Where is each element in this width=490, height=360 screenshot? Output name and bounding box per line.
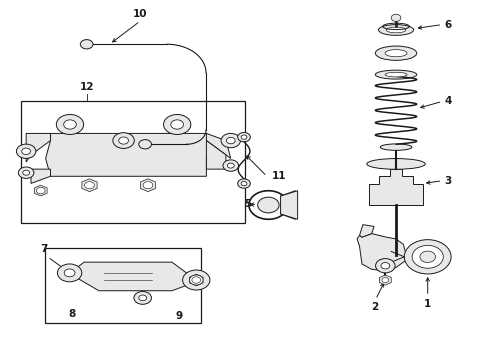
Circle shape	[56, 114, 84, 135]
Circle shape	[241, 181, 247, 186]
Circle shape	[238, 179, 250, 188]
Circle shape	[171, 120, 184, 129]
Circle shape	[238, 132, 250, 142]
Circle shape	[80, 40, 93, 49]
Polygon shape	[82, 179, 97, 192]
Text: 10: 10	[133, 9, 147, 18]
Circle shape	[183, 270, 210, 290]
Circle shape	[404, 240, 451, 274]
Circle shape	[57, 264, 82, 282]
Text: 2: 2	[371, 302, 378, 312]
Ellipse shape	[375, 70, 417, 79]
Polygon shape	[26, 134, 50, 162]
Text: 12: 12	[79, 82, 94, 93]
Circle shape	[16, 144, 36, 158]
Circle shape	[139, 295, 147, 301]
Polygon shape	[74, 262, 192, 291]
Circle shape	[420, 251, 436, 262]
Bar	[21, 102, 245, 223]
Circle shape	[190, 275, 203, 285]
Circle shape	[192, 277, 201, 283]
Polygon shape	[31, 169, 50, 184]
Polygon shape	[190, 274, 203, 286]
Ellipse shape	[385, 50, 407, 57]
Ellipse shape	[378, 24, 414, 35]
Circle shape	[64, 269, 75, 277]
Circle shape	[18, 167, 34, 179]
Circle shape	[258, 197, 279, 213]
Text: 4: 4	[445, 96, 452, 107]
Polygon shape	[206, 140, 226, 169]
Text: 11: 11	[272, 171, 286, 181]
Circle shape	[227, 163, 234, 168]
Polygon shape	[281, 191, 297, 219]
Circle shape	[375, 258, 395, 273]
Polygon shape	[206, 134, 231, 158]
Circle shape	[143, 182, 153, 189]
Text: 1: 1	[424, 299, 431, 309]
Circle shape	[382, 278, 389, 283]
Ellipse shape	[386, 27, 406, 33]
Polygon shape	[379, 275, 391, 285]
Text: 7: 7	[41, 244, 48, 254]
Text: 8: 8	[69, 309, 75, 319]
Circle shape	[381, 262, 390, 269]
Circle shape	[139, 140, 151, 149]
Text: 9: 9	[175, 311, 183, 321]
Circle shape	[223, 160, 239, 171]
Circle shape	[164, 114, 191, 135]
Text: 5: 5	[245, 199, 252, 209]
Circle shape	[119, 137, 128, 144]
Circle shape	[22, 148, 30, 154]
Text: 6: 6	[445, 19, 452, 30]
Circle shape	[23, 170, 29, 175]
Circle shape	[226, 138, 235, 144]
Ellipse shape	[380, 144, 412, 150]
Ellipse shape	[367, 158, 425, 169]
Circle shape	[113, 133, 134, 148]
Circle shape	[412, 246, 443, 268]
Polygon shape	[357, 234, 406, 271]
Polygon shape	[34, 185, 47, 196]
Polygon shape	[369, 169, 423, 205]
Circle shape	[36, 187, 45, 194]
Polygon shape	[360, 225, 374, 237]
Polygon shape	[140, 179, 155, 192]
Ellipse shape	[385, 72, 407, 77]
Circle shape	[134, 292, 151, 304]
Circle shape	[85, 182, 95, 189]
Polygon shape	[46, 134, 211, 176]
Circle shape	[241, 135, 247, 139]
Bar	[45, 248, 201, 323]
Text: 3: 3	[445, 176, 452, 186]
Circle shape	[391, 14, 401, 21]
Circle shape	[221, 134, 241, 148]
Ellipse shape	[375, 46, 417, 60]
Circle shape	[64, 120, 76, 129]
